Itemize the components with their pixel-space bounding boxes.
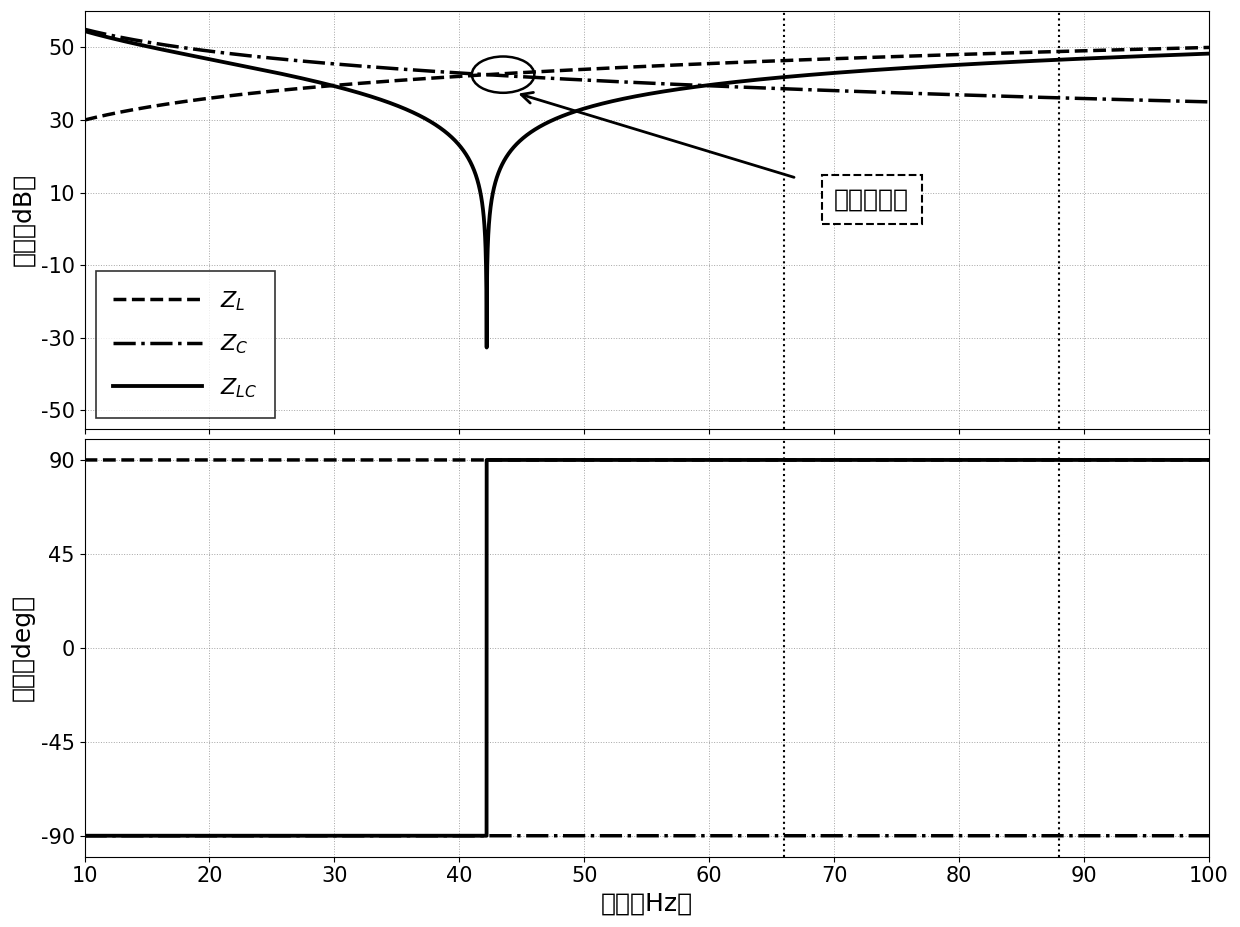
X-axis label: 频率（Hz）: 频率（Hz）	[600, 892, 693, 916]
$Z_{LC}$	[144, 42, 159, 53]
$Z_{LC}$	[1142, 50, 1157, 61]
$Z_C$	[298, 56, 312, 67]
$Z_C$	[1202, 96, 1216, 108]
$Z_L$	[144, 101, 159, 112]
$Z_L$	[626, 61, 641, 72]
$Z_L$	[124, 105, 139, 116]
$Z_C$	[82, 25, 97, 36]
$Z_{LC}$	[479, 342, 494, 353]
$Z_L$	[1142, 44, 1157, 55]
Y-axis label: 幅値（dB）: 幅値（dB）	[11, 173, 35, 266]
$Z_{LC}$	[627, 91, 642, 102]
$Z_{LC}$	[77, 26, 92, 37]
$Z_C$	[1142, 95, 1157, 106]
$Z_C$	[124, 33, 139, 44]
$Z_C$	[144, 37, 159, 48]
$Z_L$	[82, 113, 97, 124]
$Z_L$	[1202, 42, 1216, 53]
$Z_C$	[77, 24, 92, 35]
$Z_{LC}$	[82, 27, 97, 38]
Legend: $Z_L$, $Z_C$, $Z_{LC}$: $Z_L$, $Z_C$, $Z_{LC}$	[95, 272, 275, 417]
$Z_{LC}$	[298, 73, 312, 84]
Text: 物理谐振点: 物理谐振点	[835, 188, 909, 212]
$Z_{LC}$	[124, 37, 139, 48]
$Z_{LC}$	[1202, 48, 1216, 59]
$Z_L$	[77, 115, 92, 126]
Line: $Z_{LC}$: $Z_{LC}$	[84, 32, 1209, 348]
Line: $Z_L$: $Z_L$	[84, 47, 1209, 121]
$Z_C$	[626, 77, 641, 88]
Line: $Z_C$: $Z_C$	[84, 30, 1209, 102]
$Z_L$	[298, 83, 312, 94]
Y-axis label: 相角（deg）: 相角（deg）	[11, 594, 35, 702]
